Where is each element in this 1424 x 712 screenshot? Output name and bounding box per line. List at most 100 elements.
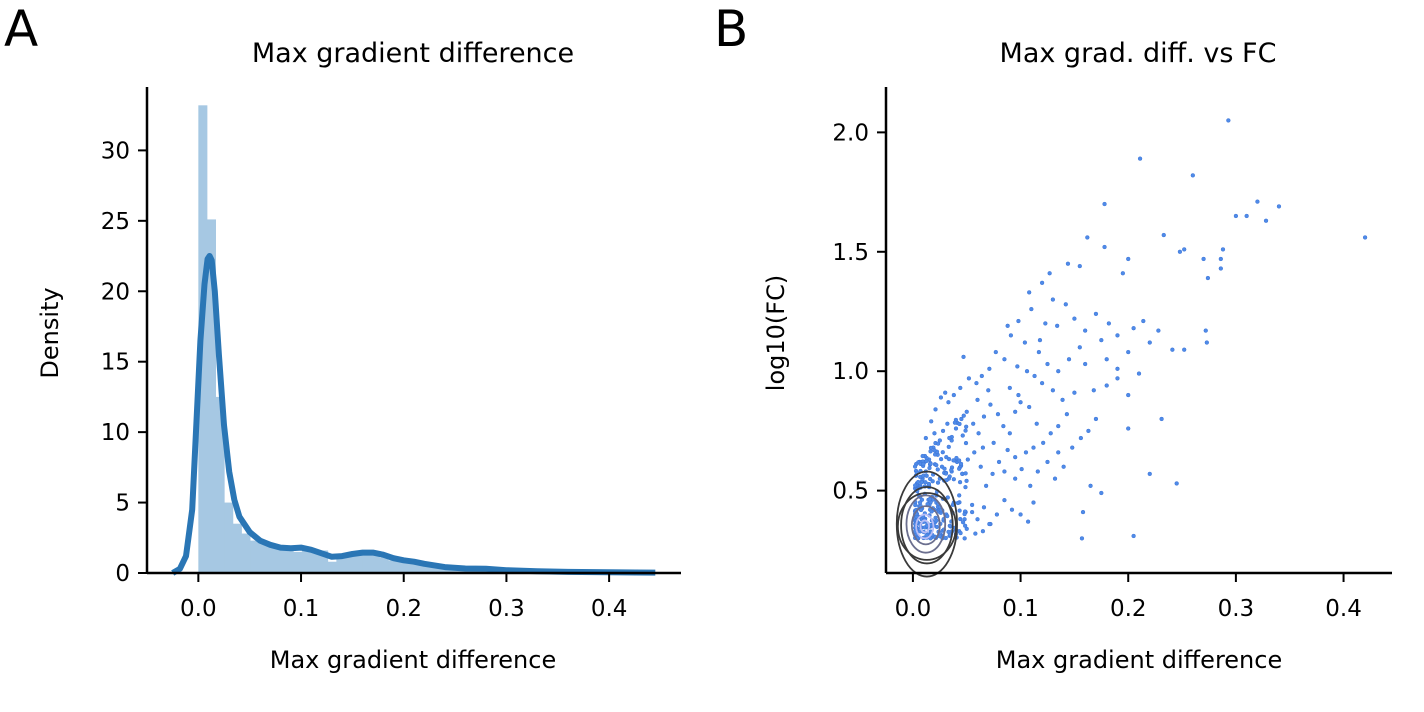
scatter-point <box>1126 392 1131 398</box>
scatter-point <box>983 483 989 488</box>
scatter-point <box>1203 328 1208 333</box>
scatter-point <box>952 420 958 425</box>
scatter-point <box>980 529 986 534</box>
histogram-bar <box>353 551 363 573</box>
scatter-point <box>987 366 992 371</box>
scatter-point <box>969 502 975 508</box>
kde-curve <box>171 253 656 576</box>
scatter-point <box>943 535 948 541</box>
x-ticks: 0.0 0.1 0.2 0.3 0.4 <box>895 573 1362 622</box>
scatter-point <box>923 435 928 441</box>
scatter-point <box>1056 450 1061 455</box>
scatter-point <box>1115 366 1120 371</box>
scatter-point <box>1050 297 1056 302</box>
scatter-point <box>923 480 928 485</box>
scatter-point <box>1048 431 1053 436</box>
scatter-point <box>1159 416 1164 422</box>
scatter-point <box>958 461 964 467</box>
scatter-point <box>947 435 952 441</box>
scatter-point <box>926 481 932 487</box>
scatter-point <box>960 433 965 438</box>
x-tick-label: 0.2 <box>385 596 422 622</box>
scatter-point <box>1126 426 1131 431</box>
histogram-bar <box>206 219 216 573</box>
scatter-point <box>1099 337 1104 343</box>
y-tick-label: 30 <box>101 138 130 164</box>
scatter-point <box>951 392 956 398</box>
histogram-bar <box>379 557 389 573</box>
scatter-point <box>1141 318 1146 324</box>
histogram-bar <box>319 550 329 573</box>
histogram-bar <box>439 567 449 573</box>
scatter-point <box>1362 235 1368 240</box>
y-tick-label: 1.5 <box>832 240 869 266</box>
panel-a-title: Max gradient difference <box>252 38 574 69</box>
scatter-point <box>1023 450 1029 455</box>
panel-b-letter: B <box>714 0 748 58</box>
y-tick-label: 2.0 <box>832 120 869 146</box>
scatter-point <box>1005 323 1010 328</box>
histogram-bar <box>224 502 234 573</box>
scatter-point <box>958 530 963 536</box>
scatter-point <box>1255 199 1260 204</box>
scatter-point <box>1102 201 1107 207</box>
scatter-point <box>1182 347 1187 352</box>
scatter-point <box>945 513 950 519</box>
scatter-point <box>990 471 995 477</box>
scatter-point <box>924 473 929 478</box>
scatter-point <box>1244 213 1249 219</box>
scatter-point <box>951 458 956 463</box>
histogram-bar <box>310 551 320 573</box>
scatter-point <box>1063 302 1068 307</box>
scatter-point <box>1093 416 1099 422</box>
scatter-point <box>1147 340 1152 345</box>
scatter-point <box>944 477 949 483</box>
x-tick-label: 0.4 <box>591 596 628 622</box>
scatter-point <box>929 419 934 424</box>
scatter-point <box>934 462 939 468</box>
scatter-point <box>1056 423 1061 429</box>
y-tick-label: 1.0 <box>832 359 869 385</box>
y-tick-label: 15 <box>101 350 130 376</box>
scatter-point <box>943 471 949 476</box>
scatter-point <box>920 453 925 459</box>
scatter-point <box>945 495 950 500</box>
scatter-point <box>981 505 987 510</box>
histogram-bar <box>275 549 286 573</box>
histogram-bar <box>250 540 260 573</box>
scatter-point <box>1035 469 1040 474</box>
scatter-point <box>1093 311 1099 317</box>
x-tick-label: 0.3 <box>488 596 525 622</box>
x-tick-label: 0.3 <box>1218 596 1255 622</box>
panel-a-ylabel: Density <box>36 287 64 378</box>
scatter-point <box>979 373 984 379</box>
scatter-point <box>932 431 937 436</box>
scatter-point <box>963 471 968 476</box>
scatter-point <box>1115 376 1120 381</box>
scatter-point <box>964 409 969 414</box>
kde-contour <box>910 505 941 546</box>
scatter-point <box>932 448 937 453</box>
scatter-point <box>1106 321 1112 326</box>
histogram-bar <box>414 564 424 573</box>
scatter-point <box>960 520 966 525</box>
scatter-point <box>935 467 940 472</box>
scatter-point <box>1115 333 1120 338</box>
x-tick-label: 0.4 <box>1325 596 1362 622</box>
scatter-point <box>1170 347 1175 352</box>
scatter-point <box>1190 173 1195 178</box>
scatter-point <box>1218 256 1223 262</box>
scatter-point <box>1070 445 1075 450</box>
scatter-point <box>988 402 993 407</box>
scatter-point <box>1027 290 1032 295</box>
scatter-point <box>976 431 981 436</box>
scatter-point <box>973 531 978 536</box>
scatter-point <box>1032 373 1037 379</box>
scatter-point <box>1120 271 1126 276</box>
scatter-point <box>1015 364 1020 369</box>
y-tick-label: 0 <box>115 561 130 587</box>
scatter-point <box>1002 357 1007 362</box>
scatter-point <box>1018 400 1023 405</box>
scatter-point <box>1055 323 1060 328</box>
scatter-point <box>1147 471 1152 477</box>
